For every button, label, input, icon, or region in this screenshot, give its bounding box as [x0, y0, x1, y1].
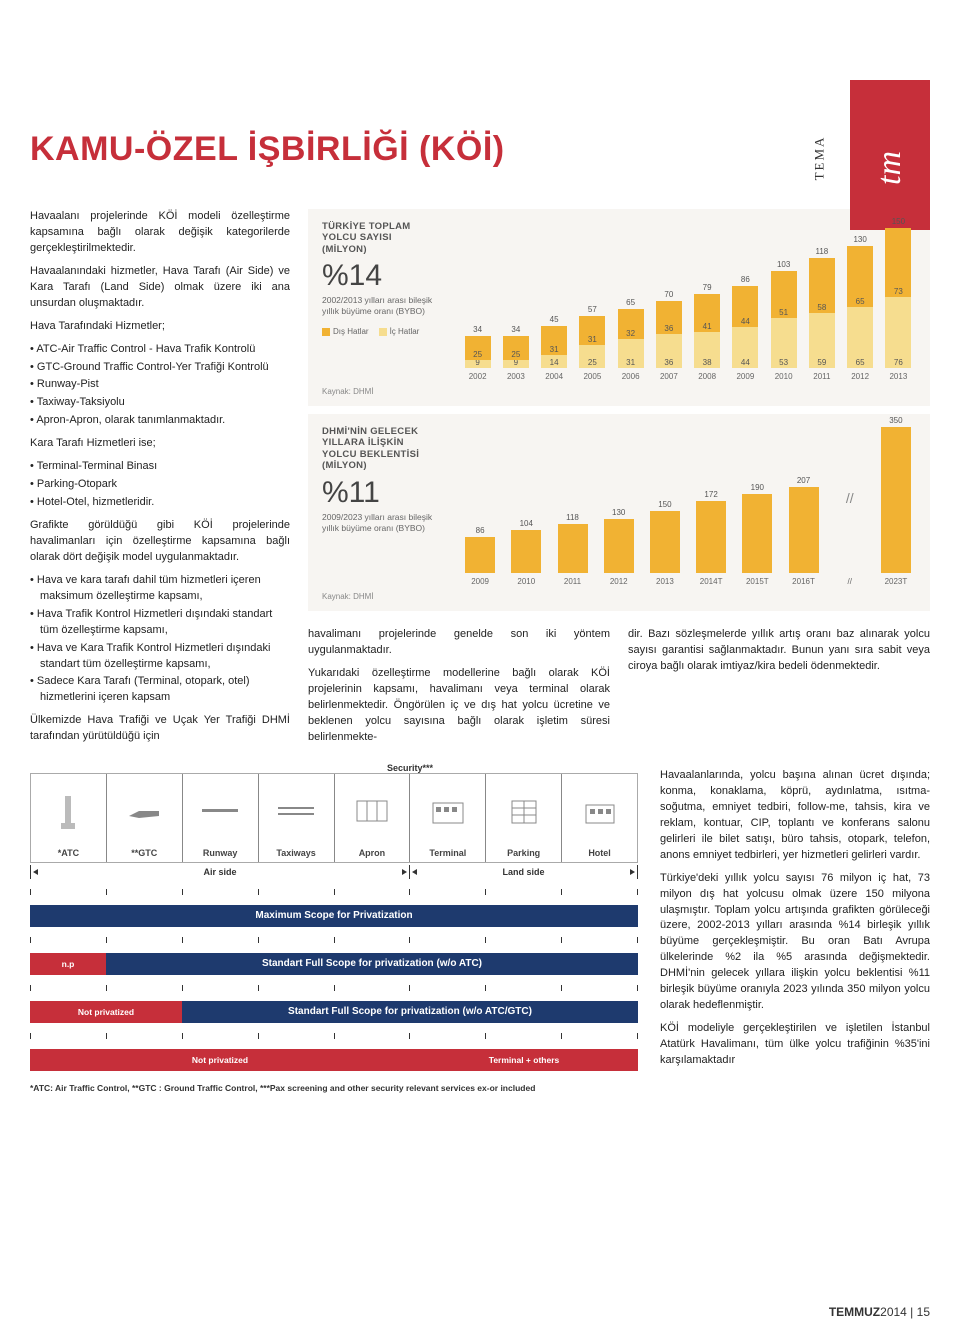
bar-group: 3425 9 2002	[460, 336, 495, 381]
chart-sub: 2009/2023 yılları arası bileşik yıllık b…	[322, 512, 442, 534]
bar-group: 3425 9 2003	[498, 336, 533, 381]
legend-dis: Dış Hatlar	[322, 327, 369, 336]
chart-source: Kaynak: DHMİ	[322, 387, 916, 396]
bar: 1502013	[645, 511, 685, 587]
list-item: Terminal-Terminal Binası	[30, 459, 290, 475]
list-item: Runway-Pist	[30, 377, 290, 393]
scope-wo-atc: Standart Full Scope for privatization (w…	[106, 953, 638, 975]
bullet-list: Hava ve kara tarafı dahil tüm hizmetleri…	[30, 573, 290, 707]
diagram-cell: Hotel	[562, 774, 637, 862]
page-footer: TEMMUZ2014 | 15	[829, 1305, 930, 1319]
diagram-cell: **GTC	[107, 774, 183, 862]
security-label: Security***	[383, 763, 437, 773]
para: havalimanı projelerinde genelde son iki …	[308, 627, 610, 659]
bar: 2072016T	[783, 487, 823, 586]
para: Yukarıdaki özelleştirme modellerine bağl…	[308, 666, 610, 746]
para: Ülkemizde Hava Trafiği ve Uçak Yer Trafi…	[30, 713, 290, 745]
bar-group: 8644 44 2009	[728, 286, 763, 382]
left-text-column: Havaalanı projelerinde KÖİ modeli özelle…	[30, 209, 290, 753]
chart-source: Kaynak: DHMİ	[322, 592, 916, 601]
right-text-column: Havaalanlarında, yolcu başına alınan ücr…	[660, 768, 930, 1076]
list-item: Parking-Otopark	[30, 477, 290, 493]
chart-bars: 8620091042010118201113020121502013172201…	[460, 426, 916, 586]
list-item: Taxiway-Taksiyolu	[30, 395, 290, 411]
bar: ////	[830, 423, 870, 586]
bar-group: 13065 65 2012	[843, 246, 878, 381]
bar: 1182011	[552, 524, 592, 586]
logo-tm: tm	[850, 80, 930, 230]
bullet-list: ATC-Air Traffic Control - Hava Trafik Ko…	[30, 342, 290, 430]
list-item: Hotel-Otel, hizmetleridir.	[30, 495, 290, 511]
bar-group: 10351 53 2010	[766, 271, 801, 382]
bar-group: 7036 36 2007	[651, 301, 686, 382]
para: dir. Bazı sözleşmelerde yıllık artış ora…	[628, 627, 930, 675]
tema-label: TEMA	[812, 136, 828, 181]
chart-title: TÜRKİYE TOPLAM YOLCU SAYISI (MİLYON)	[322, 221, 442, 255]
list-item: Hava ve kara tarafı dahil tüm hizmetleri…	[30, 573, 290, 605]
list-item: Hava ve Kara Trafik Kontrol Hizmetleri d…	[30, 641, 290, 673]
bar: 1902015T	[737, 494, 777, 586]
scope-terminal: Terminal + others	[410, 1049, 638, 1071]
para: Grafikte görüldüğü gibi KÖİ projelerinde…	[30, 518, 290, 566]
bar: 3502023T	[876, 427, 916, 586]
list-item: GTC-Ground Traffic Control-Yer Trafiği K…	[30, 360, 290, 376]
bar: 1722014T	[691, 501, 731, 586]
air-side-label: Air side	[30, 865, 410, 879]
privatization-diagram: Security*** *ATC**GTCRunwayTaxiwaysApron…	[30, 773, 638, 1093]
list-item: Hava Trafik Kontrol Hizmetleri dışındaki…	[30, 607, 290, 639]
para: Kara Tarafı Hizmetleri ise;	[30, 436, 290, 452]
bar: 1302012	[599, 519, 639, 586]
bar-group: 4531 14 2004	[537, 326, 572, 381]
bullet-list: Terminal-Terminal Binası Parking-Otopark H…	[30, 459, 290, 511]
list-item: Sadece Kara Tarafı (Terminal, otopark, o…	[30, 674, 290, 706]
bar: 862009	[460, 537, 500, 586]
scope-wo-atc-gtc: Standart Full Scope for privatization (w…	[182, 1001, 638, 1023]
chart-turkey-passengers: TÜRKİYE TOPLAM YOLCU SAYISI (MİLYON) %14…	[308, 209, 930, 406]
bar-group: 7941 38 2008	[690, 294, 725, 381]
diagram-cells: *ATC**GTCRunwayTaxiwaysApronTerminalPark…	[30, 773, 638, 863]
chart-title: DHMİ'NİN GELECEK YILLARA İLİŞKİN YOLCU B…	[322, 426, 442, 472]
svg-text:tm: tm	[871, 151, 908, 185]
para: Türkiye'deki yıllık yolcu sayısı 76 mily…	[660, 871, 930, 1014]
scope-max: Maximum Scope for Privatization	[30, 905, 638, 927]
bar-group: 11858 59 2011	[804, 258, 839, 381]
bar-group: 5731 25 2005	[575, 316, 610, 382]
list-item: Apron-Apron, olarak tanımlanmaktadır.	[30, 413, 290, 429]
para: Hava Tarafındaki Hizmetler;	[30, 319, 290, 335]
chart-legend: Dış Hatlar İç Hatlar	[322, 327, 442, 336]
para: Havaalanı projelerinde KÖİ modeli özelle…	[30, 209, 290, 257]
diagram-cell: Terminal	[410, 774, 486, 862]
diagram-cell: Taxiways	[259, 774, 335, 862]
chart-pct: %14	[322, 259, 442, 293]
bar-group: 15073 76 2013	[881, 228, 916, 381]
scope-np: Not privatized	[30, 1001, 182, 1023]
diagram-cell: Apron	[335, 774, 411, 862]
scope-np: n.p	[30, 953, 106, 975]
chart-pct: %11	[322, 476, 442, 510]
chart-bars: 3425 9 2002 3425 9 2003 4531 14 2004 573…	[460, 221, 916, 381]
diagram-cell: *ATC	[31, 774, 107, 862]
land-side-label: Land side	[410, 865, 638, 879]
diagram-cell: Parking	[486, 774, 562, 862]
chart-dhmi-forecast: DHMİ'NİN GELECEK YILLARA İLİŞKİN YOLCU B…	[308, 414, 930, 611]
para: Havaalanındaki hizmetler, Hava Tarafı (A…	[30, 264, 290, 312]
list-item: ATC-Air Traffic Control - Hava Trafik Ko…	[30, 342, 290, 358]
legend-ic: İç Hatlar	[379, 327, 420, 336]
bar: 1042010	[506, 530, 546, 586]
diagram-footnote: *ATC: Air Traffic Control, **GTC : Groun…	[30, 1083, 638, 1093]
scope-np: Not privatized	[30, 1049, 410, 1071]
diagram-cell: Runway	[183, 774, 259, 862]
middle-text-columns: havalimanı projelerinde genelde son iki …	[308, 627, 930, 753]
para: Havaalanlarında, yolcu başına alınan ücr…	[660, 768, 930, 864]
chart-sub: 2002/2013 yılları arası bileşik yıllık b…	[322, 295, 442, 317]
bar-group: 6532 31 2006	[613, 309, 648, 381]
para: KÖİ modeliyle gerçekleştirilen ve işleti…	[660, 1021, 930, 1069]
